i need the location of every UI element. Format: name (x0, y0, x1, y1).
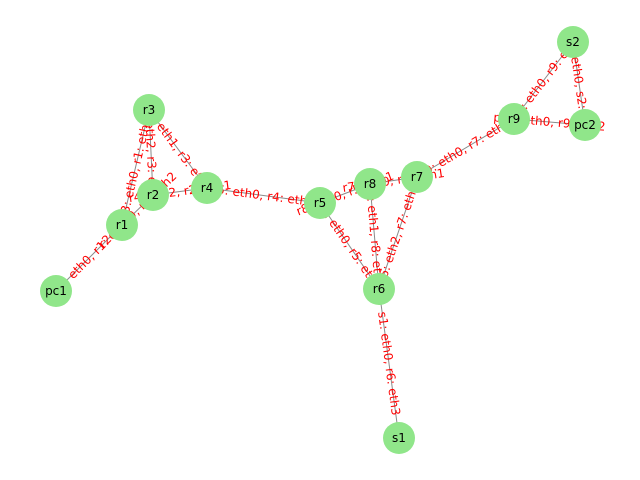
edge-label-r3-r2: r2: eth2, r3: eth1 (142, 101, 161, 205)
node-circle-r9 (498, 103, 530, 135)
node-circle-r1 (106, 209, 138, 241)
node-label-r1: r1 (116, 218, 129, 232)
node-circle-s2 (557, 26, 589, 58)
edge-r6-s1 (378, 288, 400, 439)
edge-label-r6-s1: s1: eth0, r6: eth3 (375, 311, 403, 416)
node-r5: r5 (304, 187, 336, 219)
edge-r7-r6 (378, 176, 418, 290)
node-pc2: pc2 (569, 109, 601, 141)
node-circle-pc1 (40, 275, 72, 307)
nodes-layer: pc1 r1 r2 r3 r4 r5 r6 r7 r8 r9 s1 s2 pc2 (40, 26, 601, 454)
node-s1: s1 (383, 422, 415, 454)
node-circle-r6 (363, 273, 395, 305)
edge-r4-r5 (206, 187, 321, 204)
node-label-r5: r5 (314, 196, 327, 210)
edges-layer (55, 41, 586, 439)
node-r4: r4 (191, 172, 223, 204)
edge-r5-r6 (319, 202, 380, 290)
node-label-r6: r6 (373, 282, 386, 296)
node-label-r7: r7 (411, 170, 424, 184)
node-circle-r8 (354, 168, 386, 200)
node-circle-r2 (137, 179, 169, 211)
node-label-pc1: pc1 (45, 284, 67, 298)
node-circle-r4 (191, 172, 223, 204)
node-circle-s1 (383, 422, 415, 454)
node-label-s2: s2 (566, 35, 580, 49)
edge-r7-r9 (416, 118, 515, 178)
edge-r1-r3 (121, 109, 150, 226)
node-r7: r7 (401, 161, 433, 193)
node-circle-r3 (133, 94, 165, 126)
node-circle-r5 (304, 187, 336, 219)
node-s2: s2 (557, 26, 589, 58)
node-label-r4: r4 (201, 181, 214, 195)
node-label-pc2: pc2 (574, 118, 596, 132)
edge-label-r7-r9: r9: eth0, r7: eth2 (418, 116, 514, 181)
node-label-r2: r2 (147, 188, 160, 202)
node-r3: r3 (133, 94, 165, 126)
node-circle-pc2 (569, 109, 601, 141)
edge-r3-r4 (148, 109, 208, 189)
edge-r9-s2 (513, 41, 574, 120)
node-r1: r1 (106, 209, 138, 241)
node-r9: r9 (498, 103, 530, 135)
node-r8: r8 (354, 168, 386, 200)
node-label-s1: s1 (392, 431, 406, 445)
node-r6: r6 (363, 273, 395, 305)
node-label-r8: r8 (364, 177, 377, 191)
node-r2: r2 (137, 179, 169, 211)
edge-r8-r6 (369, 183, 380, 290)
node-label-r9: r9 (508, 112, 521, 126)
node-label-r3: r3 (143, 103, 156, 117)
node-pc1: pc1 (40, 275, 72, 307)
node-circle-r7 (401, 161, 433, 193)
